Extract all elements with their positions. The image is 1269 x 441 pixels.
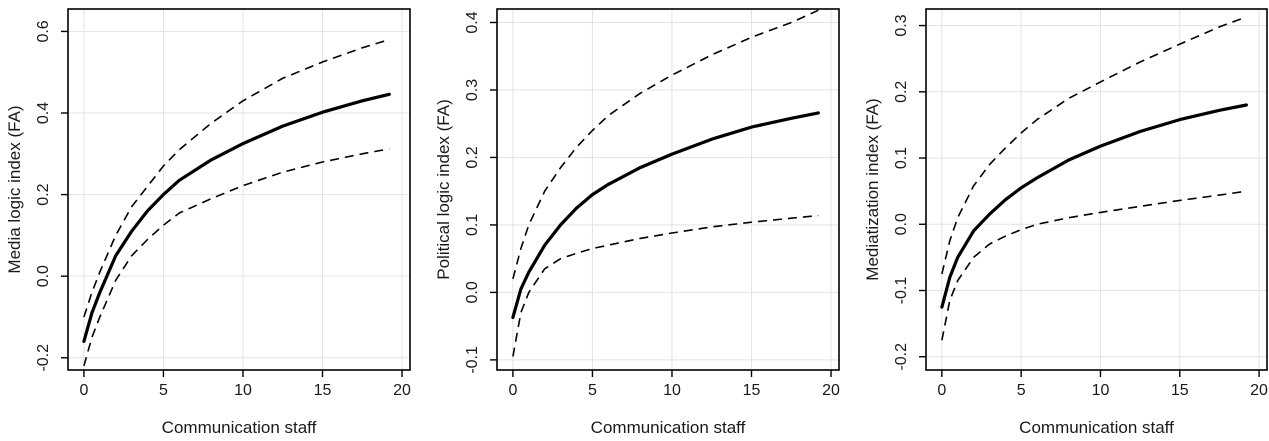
x-tick-label: 0 [79, 382, 88, 399]
x-axis-label: Communication staff [591, 418, 746, 437]
chart-panel-1: 0 5 10 15 20 -0.2 0.0 0.2 0.4 0.6 Communication st… [5, 8, 411, 437]
x-tick-label: 5 [1017, 382, 1026, 399]
y-tick-label: 0.0 [464, 281, 481, 303]
estimate-line [940, 103, 1249, 309]
y-tick-label: 0.6 [35, 20, 52, 42]
y-tick-label: 0.4 [35, 102, 52, 124]
y-axis-label: Mediatization index (FA) [863, 98, 882, 280]
lower-ci-line [512, 214, 819, 357]
x-tick-label: 10 [234, 382, 252, 399]
y-tick-label: 0.1 [464, 214, 481, 236]
chart-panel-3: 0 5 10 15 20 -0.2 -0.1 0.0 0.1 0.2 0.3 Communicatio… [863, 8, 1268, 437]
x-tick-label: 0 [508, 382, 517, 399]
upper-ci-line [83, 38, 390, 318]
x-tick-label: 10 [1092, 382, 1110, 399]
x-tick-label: 15 [314, 382, 332, 399]
estimate-line [82, 92, 391, 343]
y-tick-label: 0.0 [35, 265, 52, 287]
y-axis-label: Media logic index (FA) [5, 105, 24, 273]
x-tick-label: 5 [159, 382, 168, 399]
upper-ci-line [941, 16, 1247, 275]
y-tick-label: -0.2 [35, 344, 52, 372]
y-tick-label: 0.4 [464, 11, 481, 33]
x-tick-label: 0 [937, 382, 946, 399]
y-tick-label: 0.2 [893, 81, 910, 103]
y-tick-label: 0.3 [464, 79, 481, 101]
x-tick-label: 10 [663, 382, 681, 399]
lower-ci-line [941, 190, 1247, 341]
y-tick-label: 0.2 [464, 146, 481, 168]
x-tick-label: 5 [588, 382, 597, 399]
y-tick-label: 0.3 [893, 14, 910, 36]
y-tick-label: 0.2 [35, 183, 52, 205]
x-tick-label: 15 [1171, 382, 1189, 399]
y-axis-label: Political logic index (FA) [434, 99, 453, 279]
x-axis-label: Communication staff [1019, 418, 1174, 437]
x-tick-label: 20 [822, 382, 840, 399]
plot-frame [925, 8, 1268, 371]
lower-ci-line [83, 148, 390, 367]
x-tick-label: 20 [393, 382, 411, 399]
x-tick-label: 15 [743, 382, 761, 399]
x-axis-label: Communication staff [162, 418, 317, 437]
plot-frame [496, 8, 840, 371]
y-tick-label: -0.2 [893, 343, 910, 371]
x-tick-label: 20 [1250, 382, 1268, 399]
y-tick-label: -0.1 [893, 277, 910, 305]
chart-panel-2: 0 5 10 15 20 -0.1 0.0 0.1 0.2 0.3 0.4 Communication… [434, 8, 840, 437]
plot-frame [67, 8, 411, 371]
estimate-line [511, 111, 820, 319]
y-tick-label: 0.0 [893, 213, 910, 235]
upper-ci-line [512, 9, 819, 280]
y-tick-label: -0.1 [464, 346, 481, 374]
y-tick-label: 0.1 [893, 147, 910, 169]
